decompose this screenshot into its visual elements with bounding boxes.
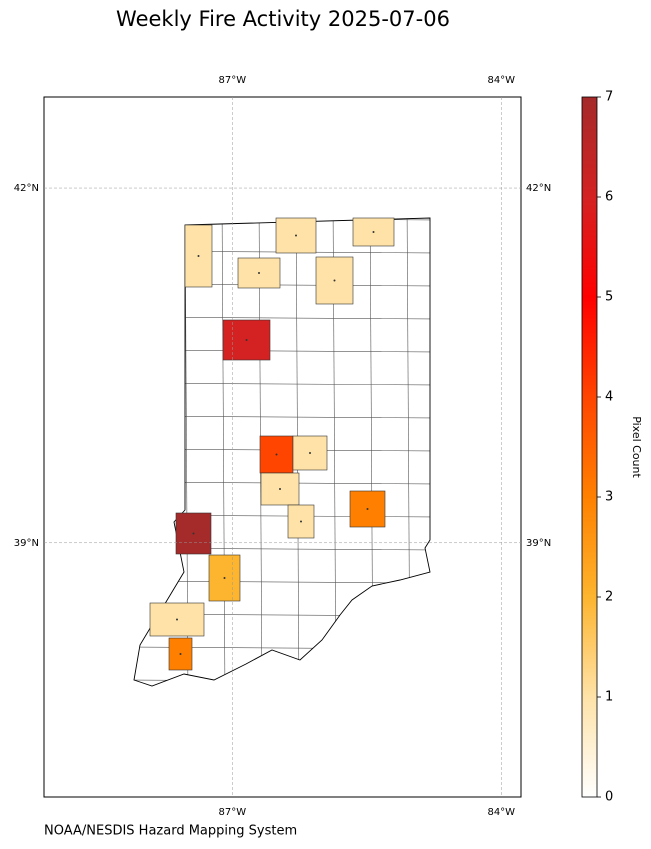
fire-point	[179, 653, 182, 655]
lon-label: 87°W	[218, 807, 246, 818]
fire-county	[260, 472, 300, 506]
lon-label: 87°W	[218, 75, 246, 86]
colorbar	[581, 96, 598, 798]
colorbar-tick-label: 7	[605, 90, 613, 105]
colorbar-tick-label: 6	[605, 190, 613, 205]
colorbar-tick-label: 5	[605, 290, 613, 305]
fire-point	[333, 279, 336, 282]
lat-label: 39°N	[526, 538, 551, 549]
colorbar-tick-label: 0	[605, 790, 613, 805]
colorbar-tick-label: 3	[605, 490, 613, 505]
fire-point	[295, 234, 297, 237]
fire-point	[366, 508, 369, 510]
fire-county	[184, 224, 213, 288]
fire-point	[300, 520, 302, 523]
colorbar-tick-label: 2	[605, 590, 613, 605]
fire-point	[309, 452, 311, 454]
lat-label: 42°N	[526, 183, 551, 194]
lon-label: 84°W	[487, 75, 515, 86]
colorbar-label: Pixel Count	[630, 416, 643, 478]
fire-point	[275, 453, 278, 456]
fire-point	[197, 255, 200, 257]
lat-label: 39°N	[14, 538, 39, 549]
colorbar-tick-label: 1	[605, 690, 613, 705]
fire-point	[372, 231, 375, 233]
lat-label: 42°N	[14, 183, 39, 194]
fire-point	[279, 488, 281, 490]
fire-point	[258, 272, 260, 274]
source-note: NOAA/NESDIS Hazard Mapping System	[44, 824, 297, 839]
fire-point	[176, 618, 178, 621]
fire-point	[192, 532, 195, 535]
fire-point	[223, 577, 226, 579]
lon-label: 84°W	[487, 807, 515, 818]
county-line	[221, 218, 226, 686]
fire-point	[245, 339, 248, 341]
colorbar-tick-label: 4	[605, 390, 613, 405]
title: Weekly Fire Activity 2025-07-06	[116, 7, 450, 31]
